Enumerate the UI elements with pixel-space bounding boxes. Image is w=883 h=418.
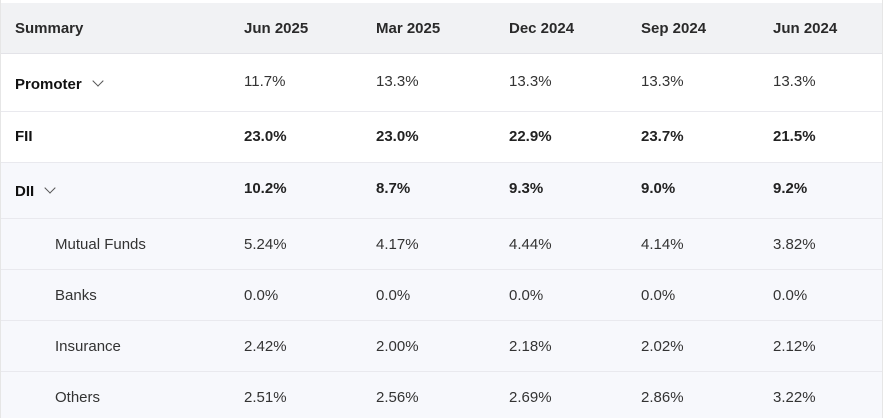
cell: 0.0% — [376, 287, 411, 304]
cell: 4.14% — [641, 236, 684, 253]
header-col-mar-2025[interactable]: Mar 2025 — [376, 20, 441, 37]
cell: 9.3% — [509, 180, 544, 197]
cell: 9.0% — [641, 180, 676, 197]
chevron-down-icon[interactable] — [44, 182, 56, 194]
row-toggle-dii[interactable]: DII — [15, 182, 56, 200]
cell: 11.7% — [244, 73, 286, 90]
cell: 4.44% — [509, 236, 552, 253]
cell: 2.86% — [641, 389, 684, 406]
table-row-promoter[interactable]: Promoter 11.7% 13.3% 13.3% 13.3% 13.3% — [1, 55, 882, 112]
cell: 5.24% — [244, 236, 287, 253]
row-label: Insurance — [55, 338, 121, 355]
cell: 2.12% — [773, 338, 816, 355]
cell: 23.0% — [376, 128, 419, 145]
row-label: DII — [15, 183, 35, 200]
table-row-insurance: Insurance 2.42% 2.00% 2.18% 2.02% 2.12% — [1, 321, 882, 372]
table-row-fii: FII 23.0% 23.0% 22.9% 23.7% 21.5% — [1, 112, 882, 163]
table-row-dii[interactable]: DII 10.2% 8.7% 9.3% 9.0% 9.2% — [1, 163, 882, 219]
header-summary: Summary — [15, 20, 84, 37]
cell: 2.02% — [641, 338, 684, 355]
cell: 2.18% — [509, 338, 552, 355]
cell: 0.0% — [773, 287, 808, 304]
table-row-banks: Banks 0.0% 0.0% 0.0% 0.0% 0.0% — [1, 270, 882, 321]
cell: 2.69% — [509, 389, 552, 406]
row-label: Banks — [55, 287, 97, 304]
cell: 4.17% — [376, 236, 419, 253]
table-row-others: Others 2.51% 2.56% 2.69% 2.86% 3.22% — [1, 372, 882, 418]
row-label: FII — [15, 128, 33, 145]
cell: 13.3% — [376, 73, 419, 90]
cell: 13.3% — [509, 73, 552, 90]
cell: 3.82% — [773, 236, 816, 253]
cell: 21.5% — [773, 128, 816, 145]
table-row-mutual-funds: Mutual Funds 5.24% 4.17% 4.44% 4.14% 3.8… — [1, 219, 882, 270]
cell: 2.42% — [244, 338, 287, 355]
cell: 10.2% — [244, 180, 287, 197]
row-label: Mutual Funds — [55, 236, 146, 253]
cell: 13.3% — [641, 73, 684, 90]
cell: 0.0% — [244, 287, 279, 304]
table-header: Summary Jun 2025 Mar 2025 Dec 2024 Sep 2… — [1, 3, 882, 54]
cell: 23.0% — [244, 128, 287, 145]
cell: 9.2% — [773, 180, 808, 197]
cell: 22.9% — [509, 128, 552, 145]
cell: 3.22% — [773, 389, 816, 406]
cell: 2.51% — [244, 389, 287, 406]
header-col-sep-2024[interactable]: Sep 2024 — [641, 20, 707, 37]
header-col-jun-2025[interactable]: Jun 2025 — [244, 20, 309, 37]
header-col-dec-2024[interactable]: Dec 2024 — [509, 20, 575, 37]
row-label: Promoter — [15, 76, 82, 93]
cell: 0.0% — [509, 287, 544, 304]
header-col-jun-2024[interactable]: Jun 2024 — [773, 20, 838, 37]
row-toggle-promoter[interactable]: Promoter — [15, 75, 104, 93]
row-label: Others — [55, 389, 101, 406]
cell: 8.7% — [376, 180, 411, 197]
cell: 2.00% — [376, 338, 419, 355]
cell: 2.56% — [376, 389, 419, 406]
cell: 13.3% — [773, 73, 816, 90]
cell: 23.7% — [641, 128, 684, 145]
cell: 0.0% — [641, 287, 676, 304]
chevron-down-icon[interactable] — [92, 75, 104, 87]
